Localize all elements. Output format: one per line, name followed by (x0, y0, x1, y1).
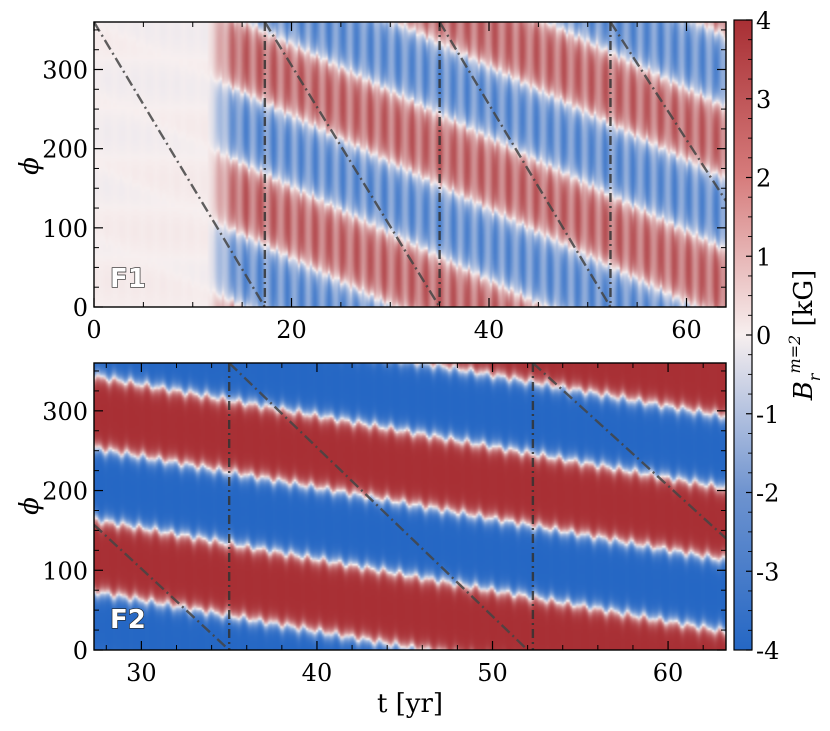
x-tick-label: 60 (671, 316, 702, 344)
colorbar-label: Brm=2 [kG] (785, 270, 824, 402)
x-tick-label: 30 (126, 659, 157, 687)
colorbar-tick-label: -4 (756, 637, 779, 665)
y-tick-label: 0 (73, 637, 88, 665)
colorbar-tick-label: 1 (756, 243, 771, 271)
colorbar-tick-label: 2 (756, 165, 771, 193)
x-tick-label: 50 (477, 659, 508, 687)
colorbar: 4 3 2 1 0 -1 -2 -3 -4 Brm=2 [kG] (733, 7, 824, 665)
panel-f1: 0 20 40 60 0 100 200 300 ϕ F1 (15, 21, 727, 344)
colorbar-tick-label: -2 (756, 480, 779, 508)
x-tick-label: 20 (276, 316, 307, 344)
panel-label-f2: F2 (110, 605, 146, 635)
y-tick-label: 300 (42, 57, 88, 85)
diagonal-reference-line (228, 363, 529, 650)
colorbar-tick-label: -1 (756, 401, 779, 429)
xlabel-f2: t [yr] (377, 689, 443, 719)
y-tick-label: 200 (42, 478, 88, 506)
reference-lines-f2 (94, 363, 726, 650)
y-tick-label: 300 (42, 398, 88, 426)
diagonal-reference-line (94, 22, 266, 307)
colorbar-tick-label: 0 (756, 322, 771, 350)
colorbar-label-sup: m=2 (785, 335, 804, 374)
ylabel-f2: ϕ (15, 497, 45, 515)
colorbar-tick-label: 4 (756, 7, 771, 35)
colorbar-ticks: 4 3 2 1 0 -1 -2 -3 -4 (746, 7, 779, 665)
colorbar-tick-label: -3 (756, 558, 779, 586)
diagonal-reference-line (94, 523, 230, 650)
colorbar-label-sub: r (805, 372, 824, 381)
diagonal-reference-line (609, 22, 726, 202)
reference-lines-f1 (94, 22, 726, 307)
ylabel-f1: ϕ (15, 157, 45, 175)
diagonal-reference-line (263, 22, 441, 307)
colorbar-label-unit: [kG] (789, 270, 819, 335)
heatmap-f1 (94, 22, 726, 307)
y-tick-label: 0 (73, 294, 88, 322)
plot-frame-f1 (93, 21, 727, 308)
heatmap-f2 (94, 363, 726, 650)
y-tick-label: 200 (42, 136, 88, 164)
x-tick-label: 40 (302, 659, 333, 687)
ticks-f2: 30 40 50 60 0 100 200 300 (42, 363, 726, 687)
diagonal-reference-line (438, 22, 612, 307)
x-tick-label: 60 (653, 659, 684, 687)
diagonal-reference-line (532, 363, 726, 540)
panel-f2: 30 40 50 60 0 100 200 300 ϕ F2 t [yr] (15, 362, 727, 719)
colorbar-tick-label: 3 (756, 86, 771, 114)
y-tick-label: 100 (42, 557, 88, 585)
panel-label-f1: F1 (110, 264, 146, 294)
colorbar-label-main: B (789, 381, 819, 401)
x-tick-label: 0 (86, 316, 101, 344)
y-tick-label: 100 (42, 215, 88, 243)
plot-frame-f2 (93, 362, 727, 651)
x-tick-label: 40 (474, 316, 505, 344)
ticks-f1: 0 20 40 60 0 100 200 300 (42, 22, 726, 344)
